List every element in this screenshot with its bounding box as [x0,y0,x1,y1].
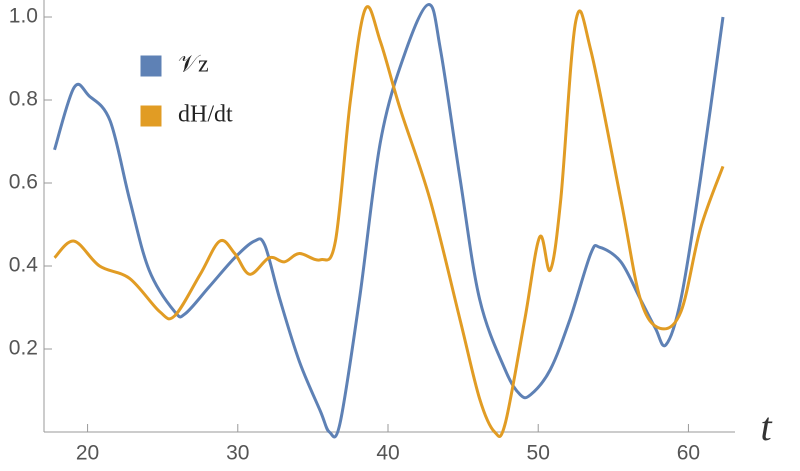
y-tick-label: 0.6 [9,171,38,194]
legend-label: dH/dt [178,102,233,128]
y-tick-label: 1.0 [9,5,38,28]
x-tick-label: 50 [527,442,550,465]
x-axis-label: t [760,404,772,449]
x-tick-label: 20 [76,442,99,465]
y-tick-label: 0.4 [9,254,39,277]
y-tick-label: 0.8 [9,88,38,111]
legend-label: 𝒱z [178,52,209,78]
y-tick-label: 0.2 [9,337,38,360]
x-tick-label: 60 [677,442,700,465]
legend-swatch [139,104,163,128]
x-tick-label: 40 [376,442,399,465]
line-series [53,5,725,438]
x-tick-label: 30 [226,442,249,465]
line-series [53,3,725,439]
legend-swatch [139,54,163,78]
